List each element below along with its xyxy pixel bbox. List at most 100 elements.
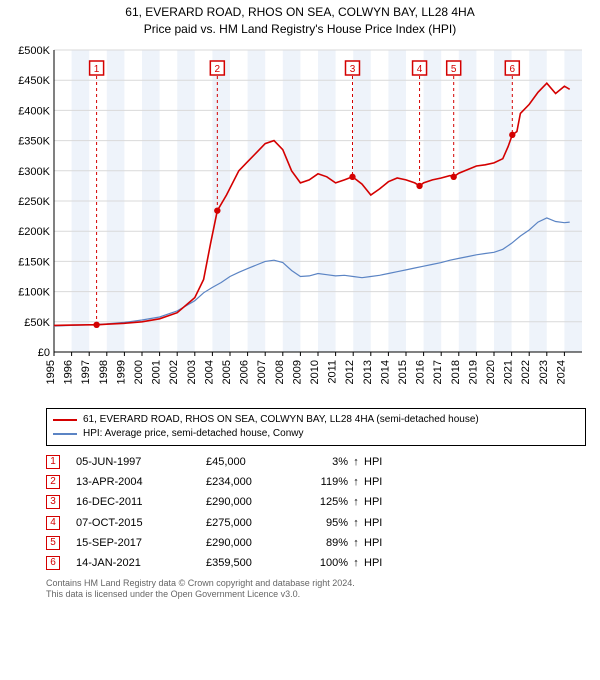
- svg-text:£150K: £150K: [18, 256, 50, 268]
- transaction-hpi-label: HPI: [364, 452, 404, 472]
- legend-label: 61, EVERARD ROAD, RHOS ON SEA, COLWYN BA…: [83, 413, 479, 427]
- svg-text:1: 1: [94, 64, 100, 75]
- svg-text:2004: 2004: [203, 360, 215, 384]
- transaction-hpi-label: HPI: [364, 472, 404, 492]
- svg-text:2: 2: [215, 64, 221, 75]
- svg-text:2003: 2003: [186, 360, 198, 384]
- transaction-date: 16-DEC-2011: [76, 492, 206, 512]
- svg-text:1996: 1996: [63, 360, 75, 384]
- transaction-date: 07-OCT-2015: [76, 513, 206, 533]
- svg-text:2016: 2016: [415, 360, 427, 384]
- svg-text:1995: 1995: [45, 360, 57, 384]
- svg-text:2002: 2002: [168, 360, 180, 384]
- up-arrow-icon: ↑: [348, 452, 364, 472]
- svg-text:2001: 2001: [151, 360, 163, 384]
- transaction-marker: 2: [46, 475, 60, 489]
- transaction-date: 15-SEP-2017: [76, 533, 206, 553]
- svg-text:2007: 2007: [256, 360, 268, 384]
- transaction-date: 14-JAN-2021: [76, 553, 206, 573]
- transaction-price: £45,000: [206, 452, 296, 472]
- transaction-pct: 119%: [296, 472, 348, 492]
- transaction-price: £275,000: [206, 513, 296, 533]
- transaction-marker: 4: [46, 516, 60, 530]
- title-block: 61, EVERARD ROAD, RHOS ON SEA, COLWYN BA…: [0, 0, 600, 38]
- svg-text:6: 6: [510, 64, 516, 75]
- up-arrow-icon: ↑: [348, 553, 364, 573]
- svg-text:2017: 2017: [432, 360, 444, 384]
- transaction-row: 5 15-SEP-2017£290,00089%↑HPI: [46, 533, 586, 553]
- transaction-row: 6 14-JAN-2021£359,500100%↑HPI: [46, 553, 586, 573]
- svg-text:3: 3: [350, 64, 356, 75]
- svg-text:2005: 2005: [221, 360, 233, 384]
- svg-text:2000: 2000: [133, 360, 145, 384]
- transaction-pct: 3%: [296, 452, 348, 472]
- title-line-2: Price paid vs. HM Land Registry's House …: [0, 21, 600, 38]
- svg-text:2010: 2010: [309, 360, 321, 384]
- transaction-date: 13-APR-2004: [76, 472, 206, 492]
- svg-text:£500K: £500K: [18, 45, 50, 57]
- title-line-1: 61, EVERARD ROAD, RHOS ON SEA, COLWYN BA…: [0, 4, 600, 21]
- transaction-hpi-label: HPI: [364, 533, 404, 553]
- transaction-price: £290,000: [206, 533, 296, 553]
- footer-attribution: Contains HM Land Registry data © Crown c…: [46, 578, 586, 601]
- up-arrow-icon: ↑: [348, 533, 364, 553]
- transaction-marker: 6: [46, 556, 60, 570]
- svg-text:2012: 2012: [344, 360, 356, 384]
- transaction-date: 05-JUN-1997: [76, 452, 206, 472]
- legend-swatch: [53, 419, 77, 421]
- svg-text:2015: 2015: [397, 360, 409, 384]
- transaction-table: 105-JUN-1997£45,0003%↑HPI213-APR-2004£23…: [46, 452, 586, 574]
- svg-text:1998: 1998: [98, 360, 110, 384]
- transaction-pct: 100%: [296, 553, 348, 573]
- svg-text:£0: £0: [38, 347, 50, 359]
- transaction-pct: 125%: [296, 492, 348, 512]
- up-arrow-icon: ↑: [348, 472, 364, 492]
- legend-item: HPI: Average price, semi-detached house,…: [53, 427, 579, 441]
- legend-label: HPI: Average price, semi-detached house,…: [83, 427, 304, 441]
- svg-text:£250K: £250K: [18, 196, 50, 208]
- transaction-row: 1 05-JUN-1997£45,0003%↑HPI: [46, 452, 586, 472]
- transaction-hpi-label: HPI: [364, 553, 404, 573]
- svg-text:2018: 2018: [450, 360, 462, 384]
- svg-text:2024: 2024: [555, 360, 567, 384]
- transaction-pct: 89%: [296, 533, 348, 553]
- svg-text:5: 5: [451, 64, 457, 75]
- transaction-price: £359,500: [206, 553, 296, 573]
- svg-text:2011: 2011: [327, 360, 339, 384]
- transaction-price: £234,000: [206, 472, 296, 492]
- svg-text:£450K: £450K: [18, 75, 50, 87]
- chart-container: 61, EVERARD ROAD, RHOS ON SEA, COLWYN BA…: [0, 0, 600, 601]
- chart-area: £0£50K£100K£150K£200K£250K£300K£350K£400…: [8, 42, 592, 402]
- svg-text:£400K: £400K: [18, 105, 50, 117]
- transaction-hpi-label: HPI: [364, 513, 404, 533]
- svg-text:2014: 2014: [379, 360, 391, 384]
- svg-text:£100K: £100K: [18, 286, 50, 298]
- transaction-marker: 5: [46, 536, 60, 550]
- svg-text:£300K: £300K: [18, 165, 50, 177]
- transaction-row: 4 07-OCT-2015£275,00095%↑HPI: [46, 513, 586, 533]
- transaction-pct: 95%: [296, 513, 348, 533]
- up-arrow-icon: ↑: [348, 513, 364, 533]
- svg-text:4: 4: [417, 64, 423, 75]
- footer-line-2: This data is licensed under the Open Gov…: [46, 589, 586, 601]
- svg-text:2019: 2019: [467, 360, 479, 384]
- svg-text:2023: 2023: [538, 360, 550, 384]
- svg-text:2008: 2008: [274, 360, 286, 384]
- svg-text:1997: 1997: [80, 360, 92, 384]
- legend-item: 61, EVERARD ROAD, RHOS ON SEA, COLWYN BA…: [53, 413, 579, 427]
- svg-text:2009: 2009: [291, 360, 303, 384]
- legend-swatch: [53, 433, 77, 435]
- svg-text:£200K: £200K: [18, 226, 50, 238]
- svg-text:2006: 2006: [239, 360, 251, 384]
- transaction-marker: 3: [46, 495, 60, 509]
- svg-text:2022: 2022: [520, 360, 532, 384]
- transaction-marker: 1: [46, 455, 60, 469]
- footer-line-1: Contains HM Land Registry data © Crown c…: [46, 578, 586, 590]
- svg-text:2013: 2013: [362, 360, 374, 384]
- svg-text:£350K: £350K: [18, 135, 50, 147]
- svg-text:2020: 2020: [485, 360, 497, 384]
- transaction-row: 2 13-APR-2004£234,000119%↑HPI: [46, 472, 586, 492]
- svg-text:1999: 1999: [115, 360, 127, 384]
- line-chart: £0£50K£100K£150K£200K£250K£300K£350K£400…: [8, 42, 592, 402]
- transaction-price: £290,000: [206, 492, 296, 512]
